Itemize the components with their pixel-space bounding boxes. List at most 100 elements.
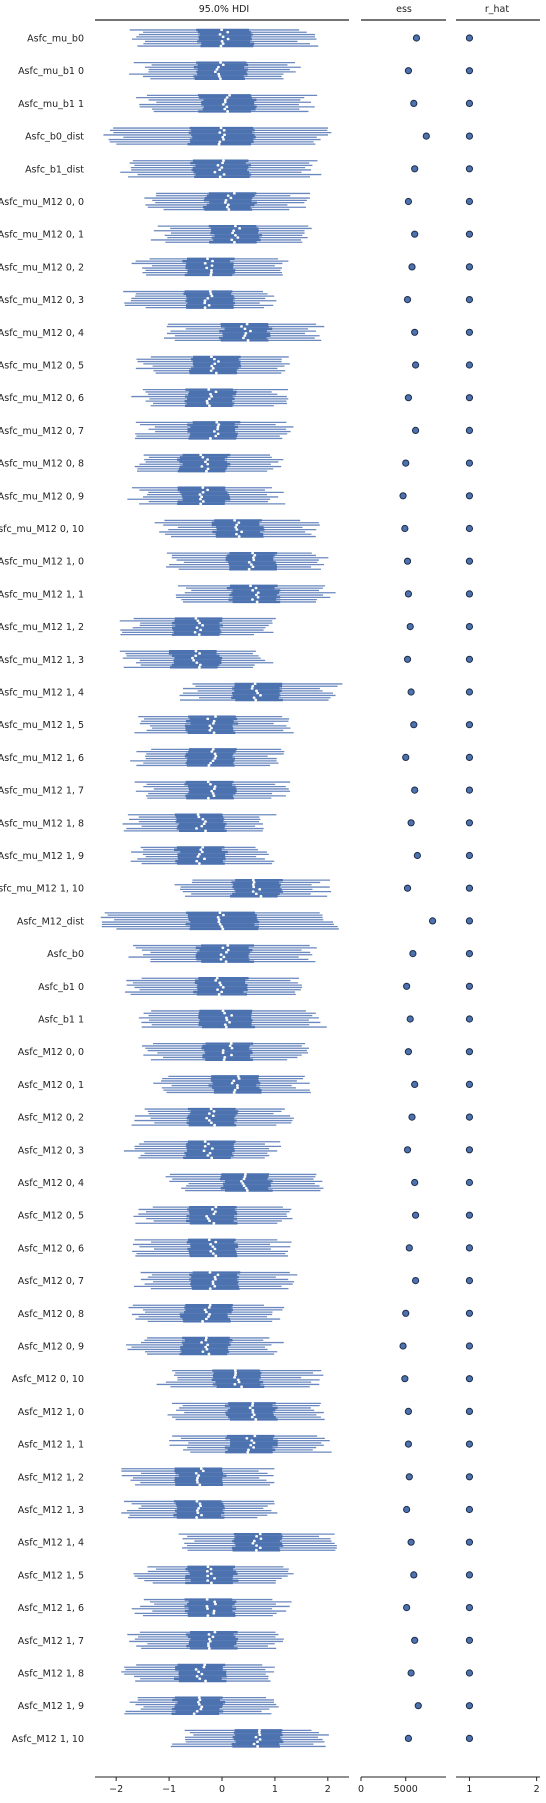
median-marker [233,1373,237,1377]
rhat-point [465,1244,474,1252]
median-marker [211,1208,214,1211]
rhat-points [465,34,474,1743]
variable-label: Asfc_mu_M12 1, 10 [0,884,84,895]
median-marker [253,1434,257,1438]
variable-label: Asfc_mu_M12 0, 2 [0,262,84,273]
median-marker [211,259,214,263]
ess-point [404,1048,413,1056]
median-marker [213,1576,216,1580]
median-marker [241,1182,245,1186]
ess-point [402,1309,410,1317]
median-marker [254,1735,258,1739]
median-marker [202,1149,206,1153]
ess-points [399,34,437,1743]
median-marker [201,624,205,627]
median-marker [210,264,214,268]
median-marker [217,992,221,996]
ess-point [411,1211,420,1219]
hdi-interval [154,519,320,538]
median-marker [256,1745,260,1748]
median-marker [246,338,250,342]
rhat-point [465,263,474,271]
median-marker [216,916,220,919]
median-marker [207,1238,211,1242]
median-marker [233,1088,237,1092]
median-marker [251,1404,254,1408]
median-marker [250,687,254,690]
rhat-point [465,328,474,336]
median-marker [203,1144,207,1148]
rhat-point [465,1146,474,1154]
variable-label: Asfc_mu_M12 0, 3 [0,295,84,306]
ess-point [404,67,413,75]
median-marker [210,395,214,398]
median-marker [254,698,258,702]
median-marker [201,486,205,490]
median-marker [221,63,225,67]
median-marker [199,848,203,852]
median-marker [223,1023,227,1027]
rhat-point [465,950,474,958]
hdi-interval [164,322,325,342]
hdi-interval [103,126,332,146]
ess-point [410,721,418,729]
median-marker [209,437,212,440]
median-marker [246,1450,250,1454]
ess-point [405,1244,413,1252]
median-marker [233,1369,237,1373]
median-marker [237,1077,241,1081]
median-marker [205,1116,209,1120]
median-marker [221,1009,225,1013]
median-marker [208,1151,212,1155]
hdi-interval [144,192,311,211]
median-marker [223,107,227,111]
median-marker [244,1173,247,1176]
median-marker [205,1598,209,1601]
variable-label: Asfc_mu_M12 1, 2 [0,622,84,633]
median-marker [230,1014,234,1017]
median-marker [219,957,223,961]
median-marker [220,166,224,170]
variable-label: Asfc_b0 [47,949,84,960]
median-marker [210,750,214,754]
median-marker [251,878,255,882]
median-marker [198,621,201,625]
median-marker [213,1284,217,1288]
rhat-point [465,1669,474,1677]
median-marker [206,488,210,492]
median-marker [236,236,240,240]
hdi-interval [119,617,276,637]
median-marker [207,1142,210,1146]
median-marker [226,37,230,41]
median-marker [209,1243,213,1246]
median-marker [214,1205,218,1209]
hdi-interval [133,1205,293,1225]
hdi-interval [125,976,302,996]
median-marker [197,633,201,637]
median-marker [242,336,245,340]
median-marker [226,30,230,34]
variable-label: Asfc_mu_M12 1, 8 [0,818,84,829]
median-marker [221,135,225,139]
hdi-interval [156,1369,324,1389]
rhat-point [465,67,474,75]
median-marker [221,161,224,165]
median-marker [252,885,256,889]
variable-label: Asfc_b1 0 [38,982,84,993]
hdi-interval [169,1434,332,1454]
median-marker [226,110,229,113]
median-marker [207,1306,211,1309]
ess-panel-title: ess [396,4,412,15]
median-marker [197,1696,201,1700]
hdi-interval [121,1663,275,1683]
median-marker [203,1308,207,1312]
hdi-interval [121,1467,275,1487]
hdi-interval [121,1500,278,1519]
ess-point [411,165,419,173]
panel-titles: 95.0% HDI ess r_hat [199,4,510,15]
median-marker [207,388,211,392]
median-marker [226,203,230,207]
median-marker [217,423,221,427]
median-marker [205,1214,209,1218]
median-marker [207,1119,211,1122]
